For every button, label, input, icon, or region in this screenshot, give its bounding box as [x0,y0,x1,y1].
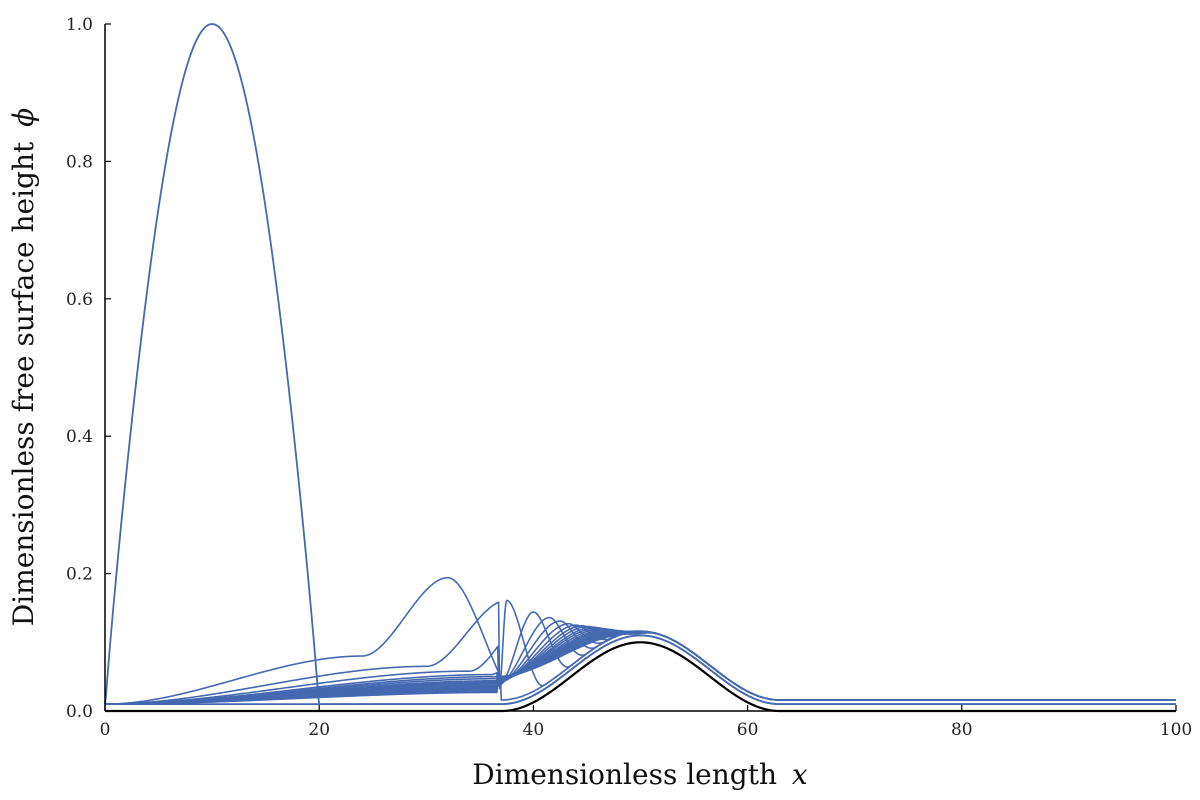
x-tick-label: 40 [523,720,545,740]
y-axis-title-text: Dimensionless free surface height [7,141,40,626]
series-line-3 [105,611,1176,705]
axes-layer [104,24,1176,712]
x-tick-label: 60 [737,720,759,740]
series-line-2 [105,599,1176,705]
series-line-20 [105,632,1176,705]
x-tick-label: 100 [1160,720,1192,740]
x-tick-label: 0 [100,720,111,740]
y-tick-label: 0.8 [66,152,93,172]
x-tick-label: 20 [308,720,330,740]
x-axis-title-var: x [792,758,808,791]
y-tick-label: 0.0 [66,702,93,722]
x-axis-title-text: Dimensionless length [472,758,777,791]
series-line-initial [104,23,1177,706]
y-axis-title-var: ϕ [7,108,40,127]
y-tick-label: 1.0 [66,15,93,35]
x-tick-label: 80 [951,720,973,740]
series-layer [104,23,1177,706]
x-axis-title: Dimensionless length x [472,758,808,791]
y-axis-title: Dimensionless free surface height ϕ [7,108,40,627]
y-tick-label: 0.6 [66,290,93,310]
x-ticks: 0 20 40 60 80 100 [100,705,1192,740]
y-ticks: 0.0 0.2 0.4 0.6 0.8 1.0 [66,15,111,722]
y-tick-label: 0.2 [66,565,93,585]
series-line-steady [104,634,1177,706]
y-tick-label: 0.4 [66,427,93,447]
